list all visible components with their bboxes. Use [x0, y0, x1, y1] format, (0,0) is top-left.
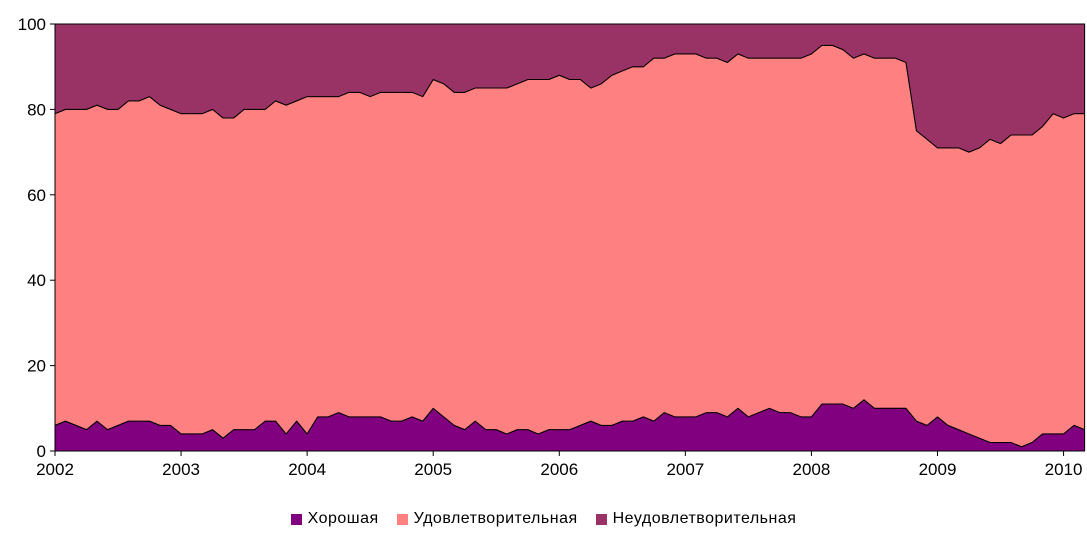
legend-item-neudovletvoritelnaya: Неудовлетворительная [595, 510, 797, 528]
x-tick-label: 2006 [540, 460, 578, 479]
y-tick-label: 60 [27, 186, 46, 205]
y-tick-label: 100 [18, 15, 46, 34]
x-tick-label: 2008 [793, 460, 831, 479]
legend: Хорошая Удовлетворительная Неудовлетвори… [0, 510, 1087, 528]
x-tick-label: 2005 [414, 460, 452, 479]
legend-item-udovletvoritelnaya: Удовлетворительная [396, 510, 578, 528]
legend-label: Неудовлетворительная [612, 510, 797, 527]
area-series-3 [54, 23, 1086, 153]
y-tick-label: 20 [27, 357, 46, 376]
legend-swatch [396, 513, 408, 525]
legend-swatch [595, 513, 607, 525]
x-tick-label: 2002 [36, 460, 74, 479]
y-tick-label: 80 [27, 100, 46, 119]
legend-swatch [290, 513, 302, 525]
x-tick-label: 2007 [666, 460, 704, 479]
stacked-area-chart: 0 20 40 60 80 100 2002 2003 2004 2005 2006 2007 2008… [18, 15, 1086, 479]
x-tick-label: 2010 [1045, 460, 1083, 479]
x-tick-label: 2003 [162, 460, 200, 479]
x-tick-label: 2004 [288, 460, 326, 479]
area-series-group [54, 23, 1086, 452]
legend-label: Удовлетворительная [413, 510, 578, 527]
legend-label: Хорошая [307, 510, 379, 527]
y-tick-label: 0 [37, 442, 46, 461]
tick-labels: 0 20 40 60 80 100 2002 2003 2004 2005 2006 2007 2008… [18, 15, 1083, 479]
y-tick-label: 40 [27, 271, 46, 290]
x-tick-label: 2009 [919, 460, 957, 479]
legend-item-khoroshaya: Хорошая [290, 510, 379, 528]
axes [50, 23, 1085, 456]
